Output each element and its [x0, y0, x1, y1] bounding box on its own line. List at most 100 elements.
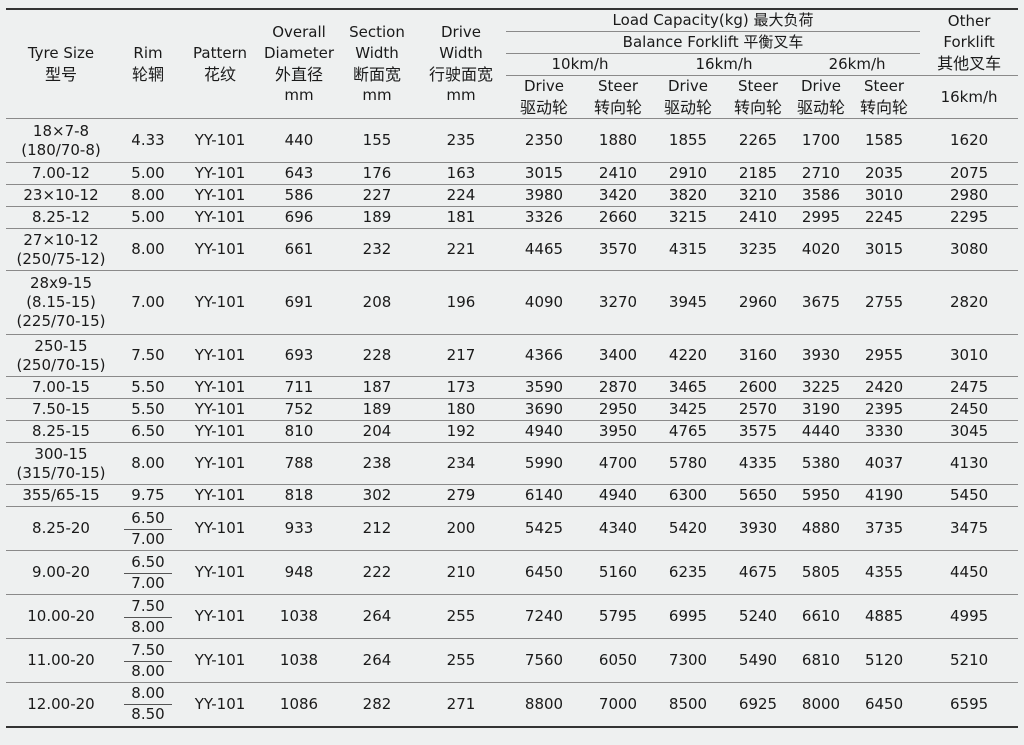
- pattern-cell: YY-101: [180, 206, 260, 229]
- section-width-cell: 232: [338, 228, 416, 271]
- rim-cell: 8.00: [116, 184, 180, 207]
- drive-16-cell: 8500: [654, 682, 722, 728]
- drive-16-cell: 3465: [654, 376, 722, 399]
- steer-26-cell: 3010: [848, 184, 921, 207]
- section-width-cell: 204: [338, 420, 416, 443]
- steer-26-cell: 3735: [848, 506, 921, 551]
- steer-10-cell: 3400: [582, 334, 654, 377]
- tyre-size-line: (315/70-15): [16, 463, 106, 482]
- tyre-size-cell: 7.50-15: [6, 398, 116, 421]
- section-width-cell: 282: [338, 682, 416, 728]
- steer-16-cell: 2265: [722, 118, 794, 163]
- steer-16-cell: 6925: [722, 682, 794, 728]
- drive-width-cell: 255: [416, 594, 506, 639]
- header-tyre-size: Tyre Size 型号: [6, 8, 116, 119]
- drive-26-cell: 2995: [794, 206, 848, 229]
- header-balance-forklift: Balance Forklift 平衡叉车: [506, 31, 921, 54]
- drive-10-cell: 7240: [506, 594, 582, 639]
- header-drive-26: Drive 驱动轮: [794, 75, 848, 119]
- overall-diameter-cell: 788: [260, 442, 338, 485]
- steer-26-cell: 4885: [848, 594, 921, 639]
- tyre-size-line: (250/70-15): [16, 355, 106, 374]
- drive-width-cell: 210: [416, 550, 506, 595]
- header-load-capacity: Load Capacity(kg) 最大负荷: [506, 8, 921, 32]
- other-forklift-cell: 2075: [920, 162, 1019, 185]
- steer-26-cell: 2955: [848, 334, 921, 377]
- pattern-cell: YY-101: [180, 638, 260, 683]
- other-forklift-cell: 3475: [920, 506, 1019, 551]
- table-row: 7.00-15 5.50 YY-101 711 187 173 3590 2870 3465 26…: [6, 376, 1019, 399]
- table-row: 27×10-12 (250/75-12) 8.00 YY-101 661 232 221 44…: [6, 228, 1019, 271]
- header-section-width: Section Width 断面宽 mm: [338, 8, 416, 119]
- drive-26-cell: 8000: [794, 682, 848, 728]
- steer-10-cell: 5160: [582, 550, 654, 595]
- header-rim: Rim 轮辋: [116, 8, 180, 119]
- steer-10-cell: 2410: [582, 162, 654, 185]
- drive-26-cell: 6810: [794, 638, 848, 683]
- steer-10-cell: 1880: [582, 118, 654, 163]
- tyre-size-line: (225/70-15): [16, 312, 106, 330]
- header-other-forklift: Other Forklift 其他叉车: [920, 8, 1019, 76]
- drive-26-cell: 3675: [794, 270, 848, 335]
- drive-16-cell: 6300: [654, 484, 722, 507]
- steer-10-cell: 7000: [582, 682, 654, 728]
- tyre-size-cell: 8.25-12: [6, 206, 116, 229]
- rim-value: 5.00: [131, 164, 165, 182]
- tyre-size-line: 8.25-20: [32, 519, 90, 537]
- steer-16-cell: 5490: [722, 638, 794, 683]
- drive-16-cell: 4315: [654, 228, 722, 271]
- tyre-size-cell: 300-15 (315/70-15): [6, 442, 116, 485]
- steer-10-cell: 5795: [582, 594, 654, 639]
- steer-10-cell: 3420: [582, 184, 654, 207]
- steer-16-cell: 3160: [722, 334, 794, 377]
- drive-16-cell: 6235: [654, 550, 722, 595]
- drive-16-cell: 6995: [654, 594, 722, 639]
- drive-10-cell: 6140: [506, 484, 582, 507]
- steer-10-cell: 4940: [582, 484, 654, 507]
- drive-10-cell: 4465: [506, 228, 582, 271]
- steer-16-cell: 4675: [722, 550, 794, 595]
- section-width-cell: 264: [338, 594, 416, 639]
- rim-value: 8.00: [131, 186, 165, 204]
- rim-value: 7.50: [124, 641, 172, 662]
- tyre-size-cell: 250-15 (250/70-15): [6, 334, 116, 377]
- pattern-cell: YY-101: [180, 682, 260, 728]
- table-row: 28x9-15 (8.15-15) (225/70-15) 7.00 YY-101 691…: [6, 270, 1019, 335]
- rim-value: 8.00: [131, 661, 165, 680]
- other-forklift-cell: 4130: [920, 442, 1019, 485]
- overall-diameter-cell: 1038: [260, 638, 338, 683]
- table-row: 9.00-20 6.50 7.00 YY-101 948 222 210 6450 5160 62…: [6, 550, 1019, 595]
- section-width-cell: 212: [338, 506, 416, 551]
- table-row: 18×7-8 (180/70-8) 4.33 YY-101 440 155 235 2350 1…: [6, 118, 1019, 163]
- rim-cell: 6.50 7.00: [116, 550, 180, 595]
- steer-26-cell: 2755: [848, 270, 921, 335]
- section-width-cell: 264: [338, 638, 416, 683]
- table-row: 10.00-20 7.50 8.00 YY-101 1038 264 255 7240 5795…: [6, 594, 1019, 639]
- drive-16-cell: 2910: [654, 162, 722, 185]
- other-forklift-cell: 2450: [920, 398, 1019, 421]
- pattern-cell: YY-101: [180, 270, 260, 335]
- drive-10-cell: 3326: [506, 206, 582, 229]
- tyre-size-line: 8.25-12: [32, 208, 90, 226]
- steer-10-cell: 3950: [582, 420, 654, 443]
- drive-width-cell: 221: [416, 228, 506, 271]
- section-width-cell: 238: [338, 442, 416, 485]
- drive-width-cell: 224: [416, 184, 506, 207]
- steer-26-cell: 2395: [848, 398, 921, 421]
- rim-value: 7.00: [131, 293, 165, 311]
- pattern-cell: YY-101: [180, 228, 260, 271]
- tyre-size-cell: 8.25-20: [6, 506, 116, 551]
- tyre-size-cell: 23×10-12: [6, 184, 116, 207]
- header-drive-width: Drive Width 行驶面宽 mm: [416, 8, 506, 119]
- steer-26-cell: 6450: [848, 682, 921, 728]
- steer-26-cell: 1585: [848, 118, 921, 163]
- table-row: 8.25-20 6.50 7.00 YY-101 933 212 200 5425 4340 54…: [6, 506, 1019, 551]
- steer-10-cell: 3570: [582, 228, 654, 271]
- drive-width-cell: 235: [416, 118, 506, 163]
- tyre-size-line: 7.50-15: [32, 400, 90, 418]
- tyre-size-line: 250-15: [34, 336, 88, 355]
- header-other-speed: 16km/h: [920, 75, 1019, 119]
- header-speed-26: 26km/h: [794, 53, 921, 76]
- section-width-cell: 222: [338, 550, 416, 595]
- tyre-spec-table: Tyre Size 型号 Rim 轮辋 Pattern 花纹 Overall D…: [6, 8, 1019, 728]
